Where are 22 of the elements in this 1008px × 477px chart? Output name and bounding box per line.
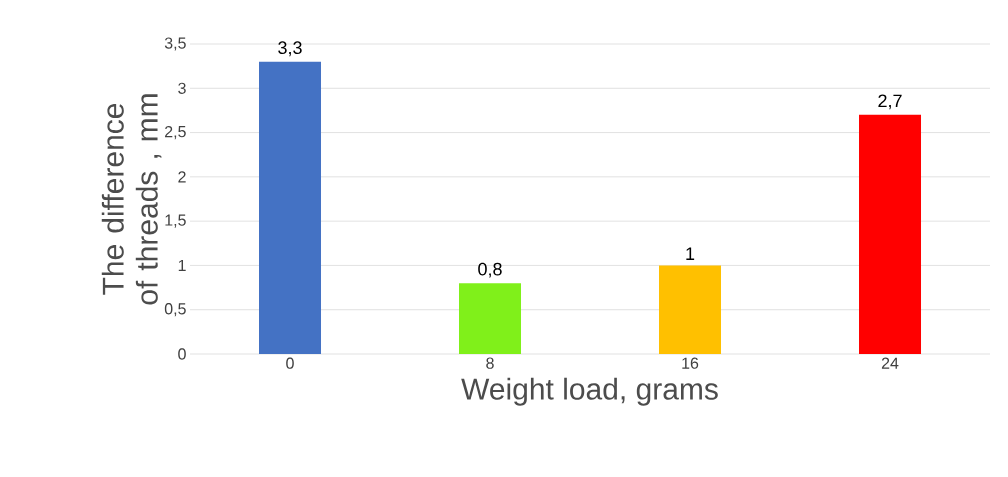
y-tick-label: 0 [178, 348, 186, 360]
data-label: 2,7 [878, 94, 902, 110]
y-tick-label: 3 [178, 82, 186, 94]
data-label: 1 [686, 247, 695, 260]
y-tick-label: 2,5 [165, 125, 186, 140]
data-label: 0,8 [478, 262, 502, 278]
bar [459, 283, 522, 354]
y-tick-label: 2 [178, 171, 186, 183]
bar [859, 114, 922, 354]
data-label: 3,3 [278, 41, 302, 57]
x-tick-label: 24 [881, 357, 899, 369]
y-tick-label: 1 [178, 259, 186, 271]
x-tick-label: 8 [486, 357, 494, 369]
x-axis-title: Weight load, grams [461, 377, 718, 406]
y-axis-title: The difference of threads , mm [101, 94, 162, 305]
x-tick-label: 16 [682, 357, 699, 369]
bar [659, 265, 722, 354]
y-tick-label: 3,5 [164, 37, 186, 51]
y-tick-label: 1,5 [165, 214, 186, 228]
bar [259, 61, 322, 354]
y-tick-label: 0,5 [164, 303, 186, 317]
x-tick-label: 0 [286, 357, 294, 369]
